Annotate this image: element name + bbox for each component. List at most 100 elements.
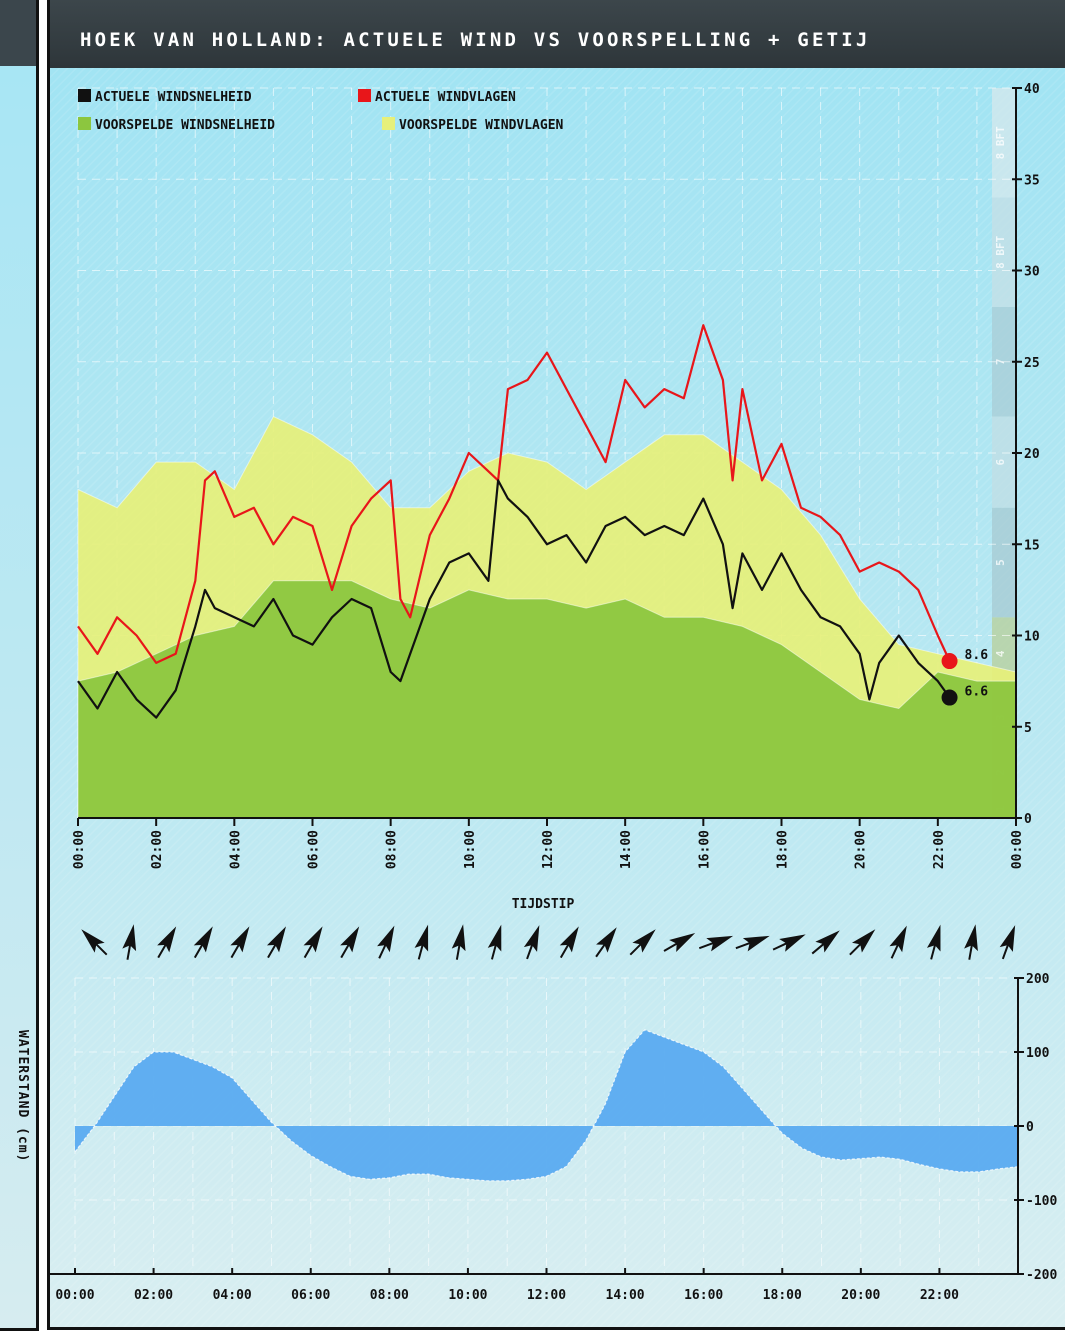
- speed-end-label: 6.6: [965, 685, 989, 700]
- tide-x-tick-label: 16:00: [684, 1288, 723, 1303]
- speed-end-marker: [941, 689, 958, 706]
- bft-label: 7: [994, 358, 1007, 365]
- wind-arrow-icon: [663, 933, 696, 953]
- tide-y-tick-label: 0: [1026, 1120, 1034, 1135]
- left-panel-body: [0, 66, 36, 1328]
- wind-arrow-icon: [926, 924, 941, 960]
- chart-title: HOEK VAN HOLLAND: ACTUELE WIND VS VOORSP…: [80, 29, 871, 51]
- x-tick-label: 16:00: [697, 830, 712, 869]
- x-axis-label: TIJDSTIP: [512, 897, 575, 912]
- tide-x-tick-label: 06:00: [291, 1288, 330, 1303]
- tide-y-tick-label: 200: [1026, 972, 1050, 987]
- y-tick-label: 5: [1024, 721, 1032, 736]
- actual-gusts-line: [77, 324, 951, 664]
- bft-label: 4: [994, 650, 1007, 657]
- x-tick-label: 20:00: [854, 830, 869, 869]
- legend-label: ACTUELE WINDSNELHEID: [95, 90, 252, 105]
- legend-label: VOORSPELDE WINDSNELHEID: [95, 118, 275, 133]
- tide-area: [75, 1029, 1018, 1181]
- wind-arrow-icon: [735, 935, 770, 952]
- forecast-speed-area: [77, 580, 1017, 819]
- x-tick-label: 08:00: [385, 830, 400, 869]
- tide-line: [74, 1029, 1019, 1182]
- x-tick-label: 06:00: [307, 830, 322, 869]
- legend-label: VOORSPELDE WINDVLAGEN: [399, 118, 564, 133]
- chart-panel: HOEK VAN HOLLAND: ACTUELE WIND VS VOORSP…: [47, 0, 1065, 1330]
- tide-y-tick-label: -200: [1026, 1268, 1057, 1283]
- legend-swatch: [382, 117, 395, 130]
- tide-y-tick-label: 100: [1026, 1046, 1050, 1061]
- x-tick-label: 02:00: [150, 830, 165, 869]
- chart-canvas: HOEK VAN HOLLAND: ACTUELE WIND VS VOORSP…: [50, 0, 1065, 1327]
- wind-arrow-icon: [698, 935, 734, 952]
- tide-x-tick-label: 14:00: [606, 1288, 645, 1303]
- bft-band: [992, 197, 1016, 307]
- bft-label: 5: [994, 559, 1007, 566]
- wind-arrow-icon: [340, 926, 360, 959]
- tide-x-tick-label: 08:00: [370, 1288, 409, 1303]
- x-tick-label: 22:00: [932, 830, 947, 869]
- tide-x-tick-label: 18:00: [763, 1288, 802, 1303]
- left-panel-header: [0, 0, 36, 66]
- bft-label: 8 BFT: [994, 235, 1007, 268]
- wind-arrow-icon: [451, 924, 466, 960]
- wind-arrow-icon: [772, 934, 806, 952]
- x-tick-label: 18:00: [776, 830, 791, 869]
- tide-x-tick-label: 20:00: [841, 1288, 880, 1303]
- actual-speed-line: [77, 479, 951, 719]
- wind-arrow-icon: [81, 929, 108, 956]
- wind-arrow-icon: [811, 930, 840, 955]
- tide-x-tick-label: 04:00: [213, 1288, 252, 1303]
- bft-label: 6: [994, 458, 1007, 465]
- legend-swatch: [358, 89, 371, 102]
- x-tick-label: 12:00: [541, 830, 556, 869]
- wind-arrow-icon: [629, 929, 656, 956]
- waterstand-axis-label: WATERSTAND (cm): [15, 1030, 30, 1163]
- tide-x-tick-label: 10:00: [448, 1288, 487, 1303]
- wind-arrow-icon: [559, 926, 579, 959]
- x-tick-label: 14:00: [619, 830, 634, 869]
- bft-band: [992, 507, 1016, 618]
- wind-arrow-icon: [157, 926, 177, 959]
- wind-arrow-icon: [999, 925, 1016, 960]
- y-tick-label: 0: [1024, 812, 1032, 827]
- tide-x-tick-label: 12:00: [527, 1288, 566, 1303]
- y-tick-label: 25: [1024, 356, 1040, 371]
- wind-arrow-icon: [193, 926, 213, 959]
- tide-y-tick-label: -100: [1026, 1194, 1057, 1209]
- wind-arrow-icon: [303, 926, 323, 959]
- gusts-end-marker: [941, 653, 958, 670]
- wind-direction-arrows: [81, 924, 1016, 960]
- legend-label: ACTUELE WINDVLAGEN: [375, 90, 516, 105]
- tide-chart: 00:00 02:00 04:00 06:00 08:00 10:00 12:00 14:00…: [50, 977, 1024, 1303]
- y-tick-label: 20: [1024, 447, 1040, 462]
- wind-arrow-icon: [889, 925, 907, 959]
- title-bar: [50, 0, 1065, 68]
- tide-x-tick-label: 00:00: [55, 1288, 94, 1303]
- y-tick-label: 15: [1024, 538, 1040, 553]
- y-tick-label: 40: [1024, 82, 1040, 97]
- x-tick-label: 00:00: [72, 830, 87, 869]
- x-tick-label: 04:00: [228, 830, 243, 869]
- legend-swatch: [78, 89, 91, 102]
- x-tick-label: 00:00: [1010, 830, 1025, 869]
- y-tick-label: 30: [1024, 265, 1040, 280]
- wind-arrow-icon: [122, 924, 137, 960]
- wind-arrow-icon: [595, 927, 617, 958]
- tide-x-tick-label: 22:00: [920, 1288, 959, 1303]
- y-tick-label: 35: [1024, 173, 1040, 188]
- bft-label: 8 BFT: [994, 126, 1007, 159]
- tide-x-tick-label: 02:00: [134, 1288, 173, 1303]
- wind-arrow-icon: [266, 926, 286, 959]
- wind-arrow-icon: [230, 926, 250, 959]
- wind-arrow-icon: [414, 924, 429, 960]
- y-tick-label: 10: [1024, 630, 1040, 645]
- left-panel: WATERSTAND (cm): [0, 0, 39, 1331]
- legend-swatch: [78, 117, 91, 130]
- gusts-end-label: 8.6: [965, 648, 989, 663]
- wind-arrow-icon: [377, 925, 395, 959]
- wind-arrow-icon: [849, 929, 876, 956]
- x-tick-label: 10:00: [463, 830, 478, 869]
- wind-arrow-icon: [964, 924, 978, 960]
